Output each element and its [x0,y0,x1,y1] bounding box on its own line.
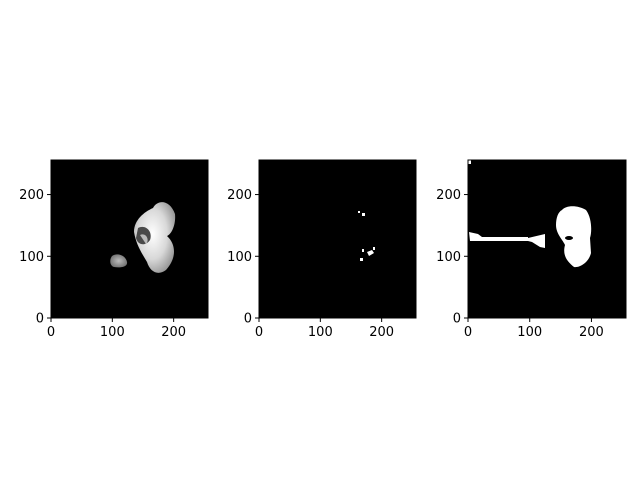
axes-panel-1: 0 100 200 0 100 200 [19,159,209,340]
x-tick-label: 0 [464,325,472,340]
y-tick-label: 0 [244,312,252,327]
axes-panel-2: 0 100 200 0 100 200 [227,159,417,340]
kidney-image [110,202,176,273]
spots-image [358,211,375,261]
x-tick-label: 200 [161,325,186,340]
mask-hole [565,236,573,240]
x-tick-label: 0 [255,325,263,340]
axes-panel-3: 0 100 200 0 100 200 [436,159,627,340]
y-tick-label: 100 [227,250,252,265]
x-tick-label: 100 [517,325,542,340]
x-tick-label: 100 [100,325,125,340]
panel-1-image-area [51,160,208,318]
y-tick-label: 200 [227,188,252,203]
axes-frame [50,159,209,319]
x-tick-label: 0 [47,325,55,340]
mask-image [468,160,592,268]
panel-2-image-area [259,160,416,318]
panel-1 [51,160,208,318]
y-tick-label: 200 [19,188,44,203]
y-tick-label: 100 [19,250,44,265]
axes-layer: 0 100 200 0 100 200 0 100 200 0 100 200 0 100 200 0 100 2… [19,159,627,340]
y-tick-label: 200 [436,188,461,203]
y-tick-label: 0 [453,312,461,327]
panel-2 [259,160,416,318]
y-tick-label: 0 [36,312,44,327]
x-tick-label: 100 [308,325,333,340]
x-tick-label: 200 [369,325,394,340]
axes-frame [467,159,627,319]
axes-frame [258,159,417,319]
x-tick-label: 200 [579,325,604,340]
panel-3 [468,160,626,318]
y-tick-label: 100 [436,250,461,265]
